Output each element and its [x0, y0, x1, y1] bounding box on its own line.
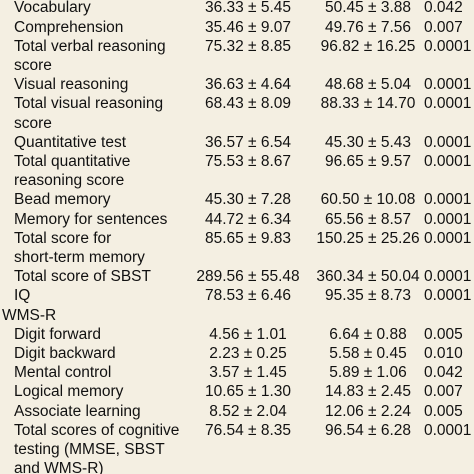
row-label: Vocabulary [14, 0, 91, 17]
group2-value: 88.33 ± 14.70 [320, 95, 416, 113]
p-value: 0.0001 [424, 153, 472, 170]
row-label: Total quantitative [14, 153, 131, 170]
row-label: Bead memory [14, 191, 111, 209]
row-label: reasoning score [14, 172, 125, 190]
p-value: 0.0001 [424, 76, 472, 94]
group2-value: 96.65 ± 9.57 [324, 153, 412, 170]
p-value: 0.010 [424, 345, 463, 362]
group2-value: 150.25 ± 25.26 [316, 229, 420, 247]
group1-value: 4.56 ± 1.01 [209, 325, 287, 343]
group2-value: 96.54 ± 6.28 [324, 421, 412, 439]
group1-value: 44.72 ± 6.34 [204, 210, 292, 228]
row-label: Digit forward [14, 325, 101, 343]
row-label: and WMS-R) [14, 460, 104, 474]
p-value: 0.0001 [424, 37, 472, 55]
group1-value: 35.46 ± 9.07 [204, 18, 292, 36]
p-value: 0.0001 [424, 229, 472, 247]
group1-value: 75.32 ± 8.85 [204, 37, 292, 55]
p-value: 0.005 [424, 325, 463, 343]
group1-value: 45.30 ± 7.28 [204, 191, 292, 209]
row-label: Logical memory [14, 383, 124, 401]
group1-value: 3.57 ± 1.45 [209, 364, 287, 382]
group1-value: 36.33 ± 5.45 [204, 0, 292, 17]
group2-value: 48.68 ± 5.04 [324, 76, 412, 94]
row-label: short-term memory [14, 249, 145, 266]
group1-value: 289.56 ± 55.48 [196, 268, 300, 286]
group1-value: 85.65 ± 9.83 [204, 229, 292, 247]
p-value: 0.007 [424, 18, 463, 36]
group1-value: 68.43 ± 8.09 [204, 95, 292, 113]
row-label: Digit backward [14, 345, 116, 362]
row-label: Total score for [14, 229, 112, 247]
p-value: 0.0001 [424, 95, 472, 113]
group2-value: 5.58 ± 0.45 [329, 345, 407, 362]
group1-value: 2.23 ± 0.25 [209, 345, 287, 362]
group2-value: 12.06 ± 2.24 [324, 402, 412, 420]
group1-value: 8.52 ± 2.04 [209, 402, 287, 420]
group1-value: 78.53 ± 6.46 [204, 287, 292, 305]
row-label: Associate learning [14, 402, 141, 420]
p-value: 0.042 [424, 0, 463, 17]
group2-value: 50.45 ± 3.88 [324, 0, 412, 17]
group2-value: 95.35 ± 8.73 [324, 287, 412, 305]
p-value: 0.005 [424, 402, 463, 420]
group2-value: 360.34 ± 50.04 [316, 268, 420, 286]
p-value: 0.042 [424, 364, 463, 382]
group2-value: 14.83 ± 2.45 [324, 383, 412, 401]
p-value: 0.0001 [424, 268, 472, 286]
row-label: score [14, 114, 52, 132]
row-label: Mental control [14, 364, 112, 382]
group2-value: 49.76 ± 7.56 [324, 18, 412, 36]
row-label: Quantitative test [14, 133, 127, 151]
group2-value: 96.82 ± 16.25 [320, 37, 416, 55]
row-label: IQ [14, 287, 31, 305]
group2-value: 65.56 ± 8.57 [324, 210, 412, 228]
group1-value: 36.63 ± 4.64 [204, 76, 292, 94]
group2-value: 60.50 ± 10.08 [320, 191, 416, 209]
p-value: 0.0001 [424, 210, 472, 228]
row-label: Total scores of cognitive [14, 421, 180, 439]
group2-value: 5.89 ± 1.06 [329, 364, 407, 382]
row-label: score [14, 57, 52, 74]
group1-value: 36.57 ± 6.54 [204, 133, 292, 151]
group1-value: 76.54 ± 8.35 [204, 421, 292, 439]
p-value: 0.007 [424, 383, 463, 401]
group2-value: 45.30 ± 5.43 [324, 133, 412, 151]
group2-value: 6.64 ± 0.88 [329, 325, 407, 343]
group1-value: 10.65 ± 1.30 [204, 383, 292, 401]
row-label: Visual reasoning [14, 76, 129, 94]
p-value: 0.0001 [424, 287, 472, 305]
row-label: Total score of SBST [14, 268, 151, 286]
row-label: Total verbal reasoning [14, 37, 166, 55]
p-value: 0.0001 [424, 421, 472, 439]
p-value: 0.0001 [424, 133, 472, 151]
p-value: 0.0001 [424, 191, 472, 209]
row-label: Memory for sentences [14, 210, 168, 228]
section-header: WMS-R [2, 306, 57, 324]
row-label: testing (MMSE, SBST [14, 441, 165, 458]
row-label: Total visual reasoning [14, 95, 164, 113]
row-label: Comprehension [14, 18, 124, 36]
group1-value: 75.53 ± 8.67 [204, 153, 292, 170]
